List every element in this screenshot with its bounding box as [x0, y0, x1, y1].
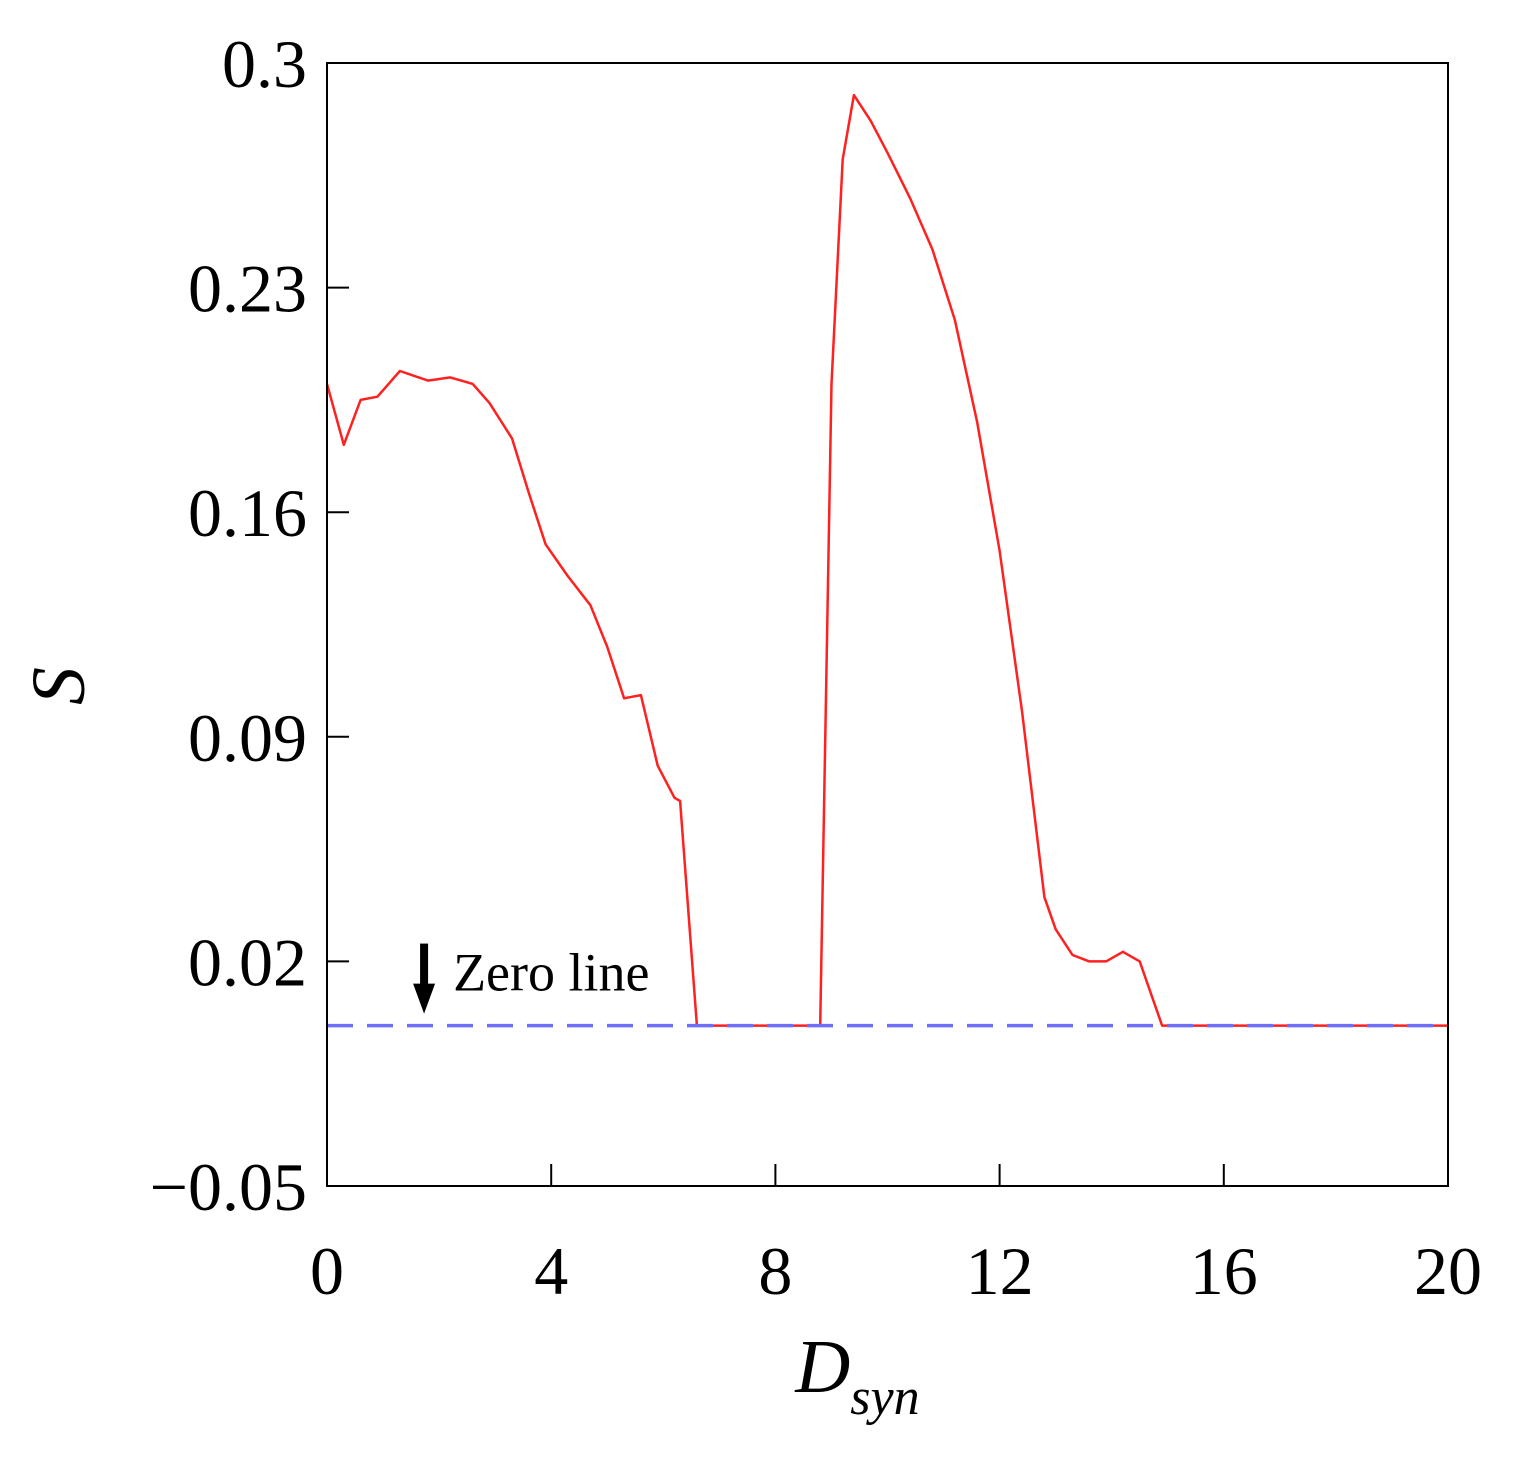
- y-axis-label: S: [17, 667, 101, 705]
- y-tick-label: −0.05: [150, 1149, 307, 1225]
- y-tick-label: 0.3: [222, 26, 307, 102]
- x-tick-label: 4: [534, 1233, 568, 1309]
- x-tick-label: 20: [1414, 1233, 1482, 1309]
- series-line-1: [325, 93, 1448, 1027]
- x-tick-label: 0: [310, 1233, 344, 1309]
- series-group: [325, 93, 1448, 1028]
- x-axis-label-main: D: [794, 1325, 850, 1409]
- plot-frame: [326, 62, 1449, 1187]
- y-tick-label: 0.16: [188, 475, 307, 551]
- y-tick-label: 0.09: [188, 700, 307, 776]
- y-tick-label: 0.23: [188, 251, 307, 327]
- x-axis-label: Dsyn: [794, 1325, 919, 1426]
- x-tick-label: 8: [758, 1233, 792, 1309]
- annotation-label: Zero line: [453, 943, 649, 1003]
- ticks: 0 4 8 12 16 20 −0.05 0.02 0.09 0.16 0.23 0.3: [150, 26, 1482, 1309]
- x-axis-label-subscript: syn: [850, 1369, 919, 1426]
- arrow-shaft: [420, 943, 429, 986]
- x-tick-label: 12: [966, 1233, 1034, 1309]
- axis-labels: S Dsyn: [17, 667, 920, 1426]
- x-tick-label: 16: [1190, 1233, 1258, 1309]
- arrow-down-icon: [413, 983, 436, 1014]
- y-tick-label: 0.02: [188, 924, 307, 1000]
- zero-line-annotation: Zero line: [413, 943, 649, 1014]
- axes: [326, 62, 1449, 1187]
